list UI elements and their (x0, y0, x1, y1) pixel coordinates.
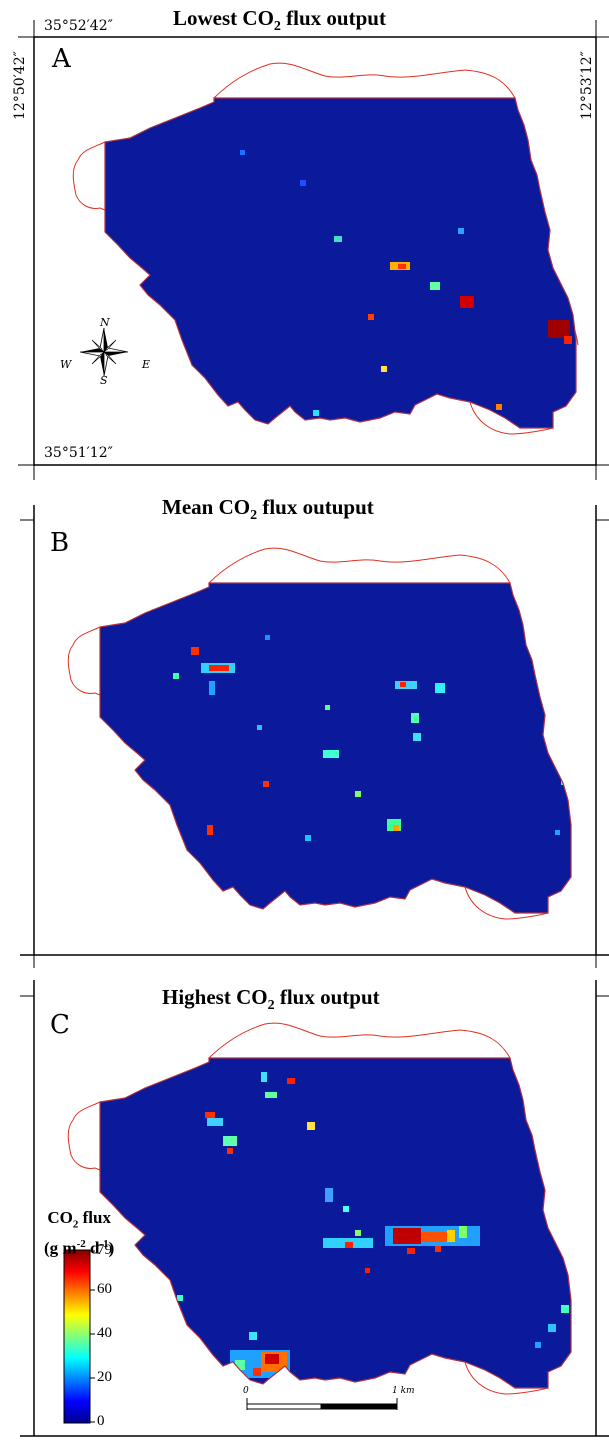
coord-right-vertical: 12°53′12″ (579, 51, 595, 120)
legend-title-flux: flux (78, 1208, 111, 1227)
panel-a-title: Lowest CO2 flux output (173, 6, 386, 35)
legend-unit-sup2: -1 (99, 1238, 109, 1251)
compass-south-label: S (100, 374, 108, 387)
legend-title-sub: 2 (72, 1218, 79, 1231)
coord-top-left: 35°52′42″ (44, 18, 113, 34)
scale-bar (246, 1398, 398, 1410)
legend-tick-max: 79 (97, 1242, 112, 1258)
panel-b-title-main: Mean CO (162, 495, 251, 519)
panel-a-title-sub: 2 (273, 19, 281, 35)
legend-unit-end: ) (108, 1239, 115, 1259)
panel-b-title-rest: flux outuput (257, 495, 374, 519)
colorbar (63, 1249, 95, 1424)
legend-title: CO2 flux (g m-2 d-1) (44, 1208, 114, 1259)
panel-c-title-sub: 2 (267, 998, 275, 1014)
compass-west-label: W (60, 358, 72, 371)
map-panel-c (67, 1022, 572, 1395)
coord-left-vertical: 12°50′42″ (12, 51, 28, 120)
panel-b-title-sub: 2 (250, 508, 258, 524)
panel-c-title-main: Highest CO (162, 985, 268, 1009)
legend-unit-g: (g m (44, 1239, 77, 1259)
coord-bottom-left: 35°51′12″ (44, 445, 113, 461)
scale-bar-end: 1 km (392, 1386, 415, 1396)
legend-tick-0: 0 (97, 1413, 105, 1429)
legend-title-line1: CO2 flux (44, 1208, 114, 1234)
panel-a-title-rest: flux output (280, 6, 386, 30)
flux-hotspots-b (173, 635, 569, 841)
map-panel-a (72, 62, 579, 435)
flux-hotspots-a (240, 150, 572, 416)
legend-title-co: CO (47, 1208, 73, 1227)
legend-unit-d: d (85, 1239, 100, 1259)
scale-bar-start: 0 (243, 1386, 249, 1396)
panel-a-letter: A (52, 44, 71, 74)
legend-title-line2: (g m-2 d-1) (44, 1234, 114, 1259)
legend-tick-60: 60 (97, 1281, 112, 1297)
compass-north-label: N (100, 316, 110, 329)
legend-unit-sup1: -2 (76, 1238, 86, 1251)
legend-tick-40: 40 (97, 1325, 112, 1341)
compass-east-label: E (142, 358, 151, 371)
panel-c-title: Highest CO2 flux output (162, 985, 380, 1014)
panel-a-title-main: Lowest CO (173, 6, 274, 30)
panel-c-letter: C (50, 1010, 70, 1040)
map-panel-b (67, 547, 572, 920)
panel-b-letter: B (50, 528, 70, 558)
panel-b-title: Mean CO2 flux outuput (162, 495, 374, 524)
legend-tick-20: 20 (97, 1369, 112, 1385)
compass-rose-icon (79, 327, 129, 377)
panel-c-title-rest: flux output (274, 985, 380, 1009)
